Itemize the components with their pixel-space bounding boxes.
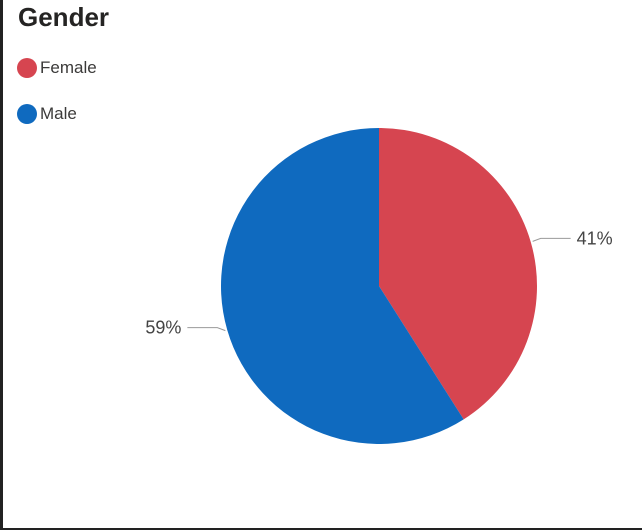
data-label-male: 59%: [145, 318, 181, 338]
legend-item-female[interactable]: Female: [17, 56, 97, 80]
legend-marker-female: [17, 58, 37, 78]
leader-line-male: [187, 327, 226, 332]
pie-slice-male[interactable]: [220, 128, 464, 445]
legend-item-male[interactable]: Male: [17, 102, 97, 126]
leader-line-female: [532, 237, 571, 242]
pie-slice-female[interactable]: [379, 128, 537, 420]
chart-title: Gender: [18, 2, 110, 32]
legend-marker-male: [17, 104, 37, 124]
legend-label-male: Male: [40, 104, 77, 123]
data-label-female: 41%: [577, 228, 613, 248]
legend: Female Male: [17, 56, 97, 148]
legend-label-female: Female: [40, 58, 97, 77]
